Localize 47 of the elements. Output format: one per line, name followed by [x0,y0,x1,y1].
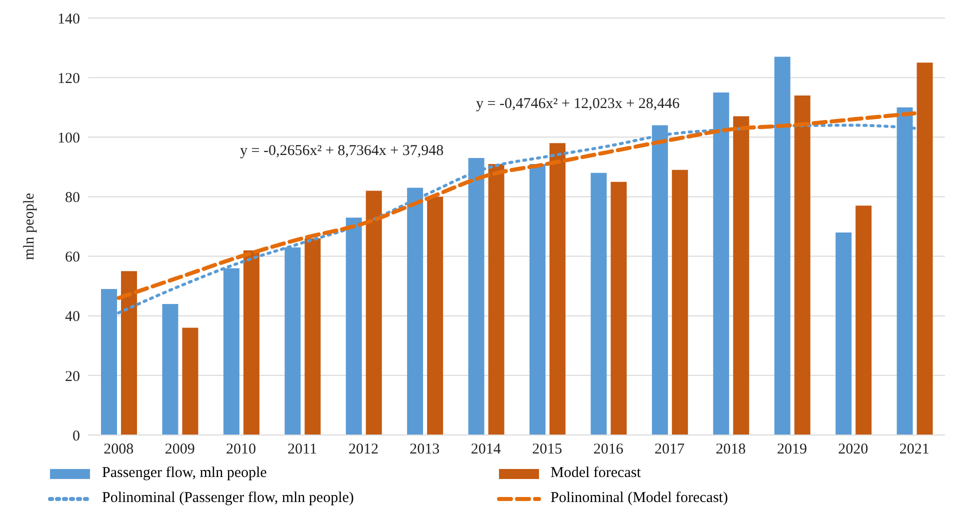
bar [366,190,382,435]
annotation: y = -0,2656x² + 8,7364x + 37,948 [240,143,444,160]
x-tick-label: 2018 [716,442,746,458]
x-tick-label: 2021 [899,442,930,458]
y-tick-label: 140 [58,11,80,28]
x-tick-label: 2012 [348,442,378,458]
legend-label: Model forecast [550,465,641,482]
y-tick-label: 80 [65,190,80,206]
x-tick-label: 2013 [410,442,440,458]
bar [121,271,137,435]
bar [304,238,321,435]
bar [550,143,566,435]
bar [856,206,872,435]
x-tick-label: 2010 [226,442,256,458]
bar [590,172,607,435]
bar [162,304,178,435]
bar [733,116,750,435]
x-tick-label: 2017 [654,442,686,458]
bar [672,170,688,435]
x-tick-label: 2019 [776,442,807,458]
bar [182,328,198,435]
x-tick-label: 2020 [838,442,868,458]
bar [610,182,627,435]
legend-label: Passenger flow, mln people [102,465,267,482]
x-tick-label: 2014 [470,442,502,458]
bar [794,95,810,435]
y-tick-label: 60 [65,250,80,266]
x-tick-label: 2009 [164,442,195,458]
bar [243,250,260,435]
x-tick-label: 2008 [104,442,134,458]
bar [836,232,852,435]
bar [916,62,933,435]
x-tick-label: 2015 [532,442,562,458]
legend-label: Polinominal (Model forecast) [550,490,728,507]
bar [530,164,546,435]
bar [488,164,504,435]
legend-label: Polinominal (Passenger flow, mln people) [102,490,354,507]
annotation: y = -0,4746x² + 12,023x + 28,446 [476,96,680,113]
y-tick-label: 20 [65,368,80,385]
y-tick-label: 120 [58,70,80,87]
x-tick-label: 2011 [288,442,317,458]
y-axis-title: mln people [21,192,38,260]
y-tick-label: 100 [58,130,80,146]
y-tick-label: 40 [65,309,80,326]
bar [427,196,444,435]
x-tick-label: 2016 [593,442,624,458]
y-tick-label: 0 [72,428,80,444]
